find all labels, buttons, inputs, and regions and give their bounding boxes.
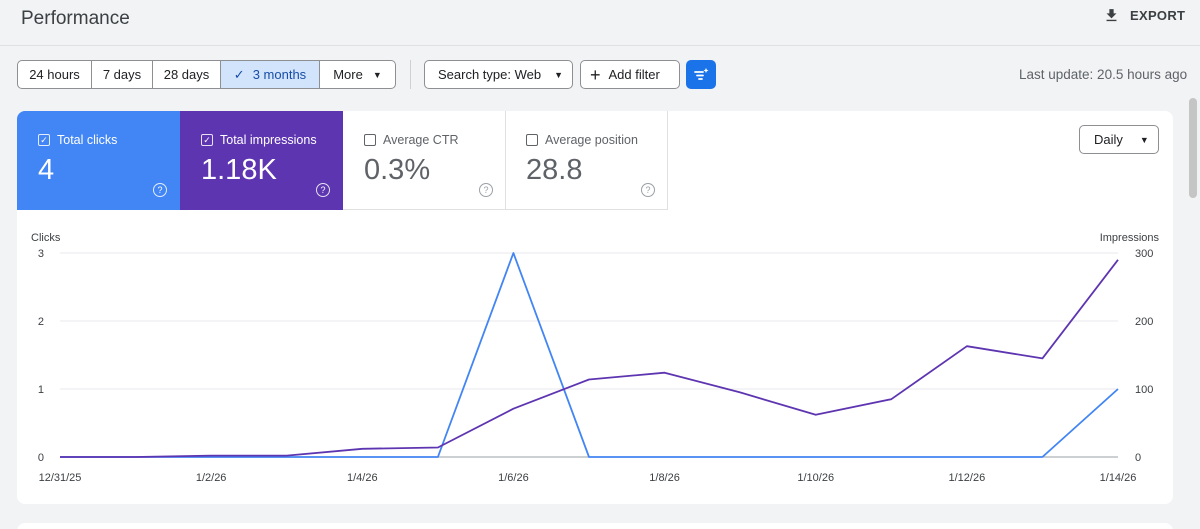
caret-down-icon: ▼	[372, 69, 382, 80]
x-tick-label: 1/12/26	[949, 472, 986, 484]
header-divider	[0, 45, 1200, 46]
metric-label: ✓ Total clicks	[38, 133, 117, 147]
date-range-selector: 24 hours 7 days 28 days ✓ 3 months More ▼	[17, 60, 396, 89]
next-card	[17, 523, 1173, 529]
performance-chart: Clicks Impressions 0 1 2 3 0 100 200 300 12/31/2…	[31, 232, 1160, 484]
y-right-tick-label: 100	[1135, 384, 1153, 396]
add-filter-button[interactable]: + Add filter	[580, 60, 680, 89]
help-icon[interactable]: ?	[316, 183, 330, 197]
search-type-dropdown[interactable]: Search type: Web ▼	[424, 60, 573, 89]
checkbox-unchecked-icon	[526, 134, 538, 146]
y-left-tick-label: 2	[38, 316, 44, 328]
caret-down-icon: ▼	[554, 69, 564, 80]
help-icon[interactable]: ?	[479, 183, 493, 197]
metric-label-text: Average CTR	[383, 133, 459, 147]
help-icon[interactable]: ?	[641, 183, 655, 197]
y-right-tick-label: 200	[1135, 316, 1153, 328]
toolbar-divider	[410, 60, 411, 89]
export-label: EXPORT	[1130, 8, 1186, 23]
metric-total-impressions[interactable]: ✓ Total impressions 1.18K ?	[180, 111, 343, 210]
caret-down-icon: ▼	[1139, 134, 1149, 145]
export-button[interactable]: EXPORT	[1103, 7, 1185, 24]
checkbox-checked-icon: ✓	[38, 134, 50, 146]
range-24-hours[interactable]: 24 hours	[18, 61, 92, 88]
metric-value: 1.18K	[201, 154, 277, 186]
search-type-label: Search type: Web	[438, 67, 542, 82]
range-3-months[interactable]: ✓ 3 months	[221, 61, 320, 88]
range-28-days[interactable]: 28 days	[153, 61, 221, 88]
page-title: Performance	[21, 8, 130, 29]
range-label: 24 hours	[29, 67, 80, 82]
metric-average-ctr[interactable]: Average CTR 0.3% ?	[343, 111, 506, 210]
y-right-tick-label: 0	[1135, 452, 1141, 464]
y-left-tick-label: 0	[38, 452, 44, 464]
add-filter-label: Add filter	[608, 67, 660, 82]
range-7-days[interactable]: 7 days	[92, 61, 153, 88]
help-icon[interactable]: ?	[153, 183, 167, 197]
last-update-text: Last update: 20.5 hours ago	[1019, 67, 1188, 82]
metric-label: Average position	[526, 133, 638, 147]
check-icon: ✓	[233, 66, 245, 82]
series-line-total-impressions	[60, 259, 1119, 458]
range-label: More	[333, 67, 363, 82]
granularity-label: Daily	[1094, 132, 1123, 147]
metric-label-text: Total clicks	[57, 133, 118, 147]
metric-label: ✓ Total impressions	[201, 133, 317, 147]
x-tick-label: 12/31/25	[39, 472, 82, 484]
metric-label-text: Average position	[545, 133, 638, 147]
metric-average-position[interactable]: Average position 28.8 ?	[505, 111, 668, 210]
x-tick-label: 1/14/26	[1100, 472, 1137, 484]
left-axis-label: Clicks	[31, 232, 61, 244]
scrollbar-thumb[interactable]	[1189, 98, 1197, 198]
filter-sparkle-icon	[694, 67, 709, 80]
range-label: 3 months	[252, 67, 307, 82]
metric-label-text: Total impressions	[220, 133, 317, 147]
metric-total-clicks[interactable]: ✓ Total clicks 4 ?	[17, 111, 180, 210]
x-tick-label: 1/10/26	[797, 472, 834, 484]
metric-value: 0.3%	[364, 154, 431, 186]
x-tick-label: 1/6/26	[498, 472, 529, 484]
plus-icon: +	[590, 64, 601, 85]
checkbox-checked-icon: ✓	[201, 134, 213, 146]
metric-label: Average CTR	[364, 133, 459, 147]
y-right-tick-label: 300	[1135, 248, 1153, 260]
y-left-tick-label: 3	[38, 248, 44, 260]
download-icon	[1106, 9, 1117, 22]
range-label: 28 days	[163, 67, 210, 82]
metric-value: 28.8	[526, 154, 583, 186]
x-tick-label: 1/2/26	[196, 472, 227, 484]
right-axis-label: Impressions	[1100, 232, 1160, 244]
granularity-dropdown[interactable]: Daily ▼	[1079, 125, 1159, 154]
x-tick-label: 1/4/26	[347, 472, 378, 484]
range-label: 7 days	[102, 67, 142, 82]
range-more-dropdown[interactable]: More ▼	[320, 61, 395, 88]
metric-value: 4	[38, 154, 55, 186]
series-line-total-clicks	[60, 252, 1119, 458]
filter-settings-button[interactable]	[686, 60, 716, 89]
y-left-tick-label: 1	[38, 384, 44, 396]
checkbox-unchecked-icon	[364, 134, 376, 146]
x-tick-label: 1/8/26	[649, 472, 680, 484]
performance-card: ✓ Total clicks 4 ? ✓ Total impressions 1.1…	[17, 111, 1173, 504]
